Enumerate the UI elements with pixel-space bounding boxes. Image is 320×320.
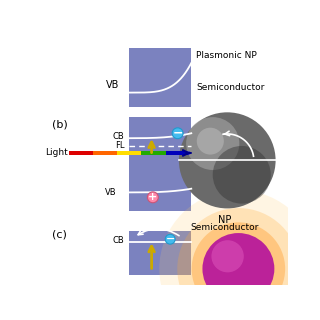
FancyBboxPatch shape	[129, 48, 191, 108]
Text: NP: NP	[218, 215, 231, 225]
Circle shape	[186, 117, 239, 170]
Circle shape	[148, 192, 158, 203]
Text: Semiconductor: Semiconductor	[196, 83, 265, 92]
Text: Light: Light	[45, 148, 68, 157]
FancyBboxPatch shape	[141, 151, 166, 155]
Text: VB: VB	[105, 188, 117, 197]
Circle shape	[213, 146, 271, 204]
FancyBboxPatch shape	[129, 231, 191, 275]
Text: Plasmonic NP: Plasmonic NP	[196, 51, 257, 60]
Text: +: +	[148, 192, 157, 202]
Text: −: −	[165, 234, 175, 244]
Text: FL: FL	[115, 141, 124, 150]
Text: (c): (c)	[52, 229, 67, 239]
Circle shape	[159, 190, 317, 320]
FancyBboxPatch shape	[93, 151, 117, 155]
FancyBboxPatch shape	[117, 151, 142, 155]
Text: (b): (b)	[52, 120, 68, 130]
Text: VB: VB	[106, 80, 119, 90]
FancyBboxPatch shape	[129, 117, 191, 211]
Circle shape	[192, 222, 285, 315]
Text: Semiconductor: Semiconductor	[191, 223, 259, 232]
Text: −: −	[172, 126, 183, 139]
Circle shape	[172, 128, 183, 139]
Circle shape	[165, 234, 175, 244]
Circle shape	[179, 112, 276, 208]
FancyBboxPatch shape	[166, 151, 190, 155]
Circle shape	[203, 233, 274, 305]
Circle shape	[197, 128, 224, 155]
Circle shape	[177, 208, 300, 320]
Text: CB: CB	[113, 132, 124, 141]
Circle shape	[212, 240, 244, 272]
FancyBboxPatch shape	[68, 151, 93, 155]
Text: CB: CB	[113, 236, 124, 245]
